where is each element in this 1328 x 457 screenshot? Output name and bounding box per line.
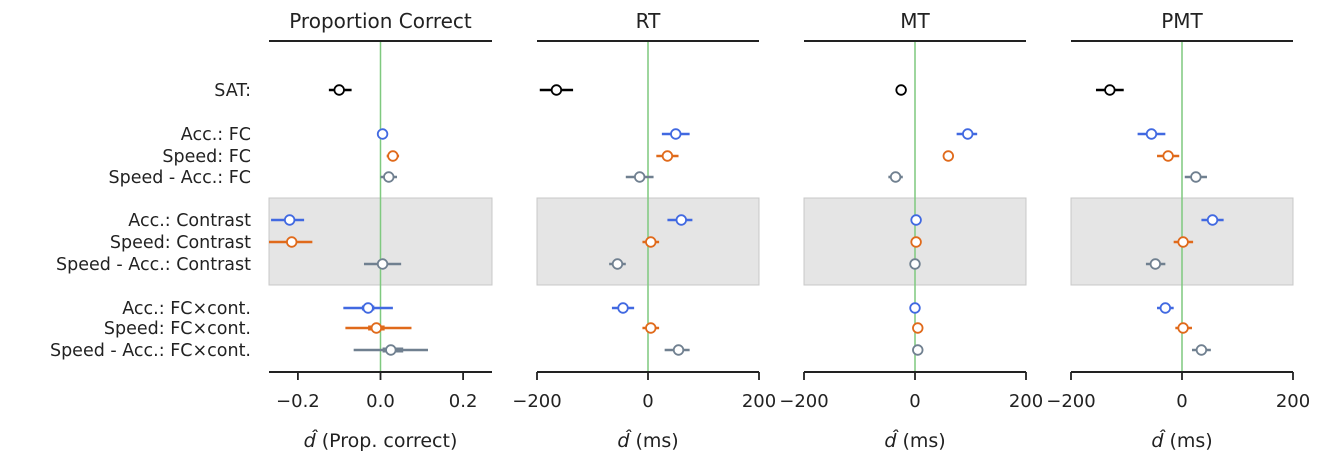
row-label: Acc.: FC×cont. (122, 299, 251, 319)
panel-title: PMT (1161, 9, 1203, 33)
estimate-point (283, 214, 296, 226)
panel: Proportion Correct −0.2 0.0 0.2 d̂ (Prop. co… (268, 9, 493, 452)
estimate-point (385, 344, 397, 356)
estimate-point (912, 344, 924, 356)
row-label: Acc.: FC (181, 125, 251, 145)
estimate-point (909, 258, 921, 270)
estimate-point (333, 84, 345, 96)
estimate-point (1104, 84, 1116, 96)
estimate-point (1190, 171, 1202, 183)
panel: PMT −200 0 200 d̂ (ms) (1046, 9, 1310, 452)
estimate-point (672, 344, 685, 356)
x-tick-label: 0.2 (449, 391, 478, 412)
estimate-point (910, 214, 922, 226)
estimate-point (1162, 150, 1174, 162)
estimate-point (910, 236, 922, 248)
x-axis-label-symbol: d̂ (884, 430, 899, 452)
estimate-point (645, 236, 657, 248)
estimate-point (1145, 128, 1158, 140)
x-axis-label-unit: (Prop. correct) (322, 430, 458, 452)
panel: RT −200 0 200 d̂ (ms) (512, 9, 776, 452)
estimate-point (376, 258, 389, 270)
estimate-point (550, 84, 563, 96)
row-label: Speed: FC×cont. (104, 319, 251, 339)
estimate-point (912, 322, 924, 334)
x-tick-label: 200 (742, 391, 776, 412)
x-axis-label: d̂ (Prop. correct) (304, 430, 458, 452)
panel-title: MT (900, 9, 930, 33)
x-tick-label: −0.2 (276, 391, 320, 412)
x-axis-label-unit: (ms) (902, 430, 945, 452)
x-tick-label: 0 (1176, 391, 1187, 412)
panel-title: RT (636, 9, 661, 33)
x-tick-label: 200 (1276, 391, 1310, 412)
x-tick-label: −200 (779, 391, 828, 412)
estimate-point (895, 84, 907, 96)
estimate-point (1149, 258, 1162, 270)
row-label: Acc.: Contrast (128, 211, 251, 231)
estimate-point (387, 150, 399, 162)
panels: Proportion Correct −0.2 0.0 0.2 d̂ (Prop. co… (268, 9, 1310, 452)
estimate-point (645, 322, 657, 334)
estimate-point (362, 302, 374, 314)
row-label: Speed: Contrast (110, 233, 251, 253)
estimate-point (617, 302, 629, 314)
estimate-point (1177, 322, 1189, 334)
row-label: Speed - Acc.: FC (108, 168, 251, 188)
estimate-point (942, 150, 955, 162)
x-tick-label: 0 (909, 391, 920, 412)
x-axis-label-symbol: d̂ (1151, 430, 1166, 452)
estimate-point (633, 171, 646, 183)
estimate-point (370, 322, 383, 334)
estimate-point (383, 171, 395, 183)
x-axis-label-unit: (ms) (1169, 430, 1212, 452)
estimate-point (962, 128, 974, 140)
estimate-point (1159, 302, 1172, 314)
x-tick-label: 200 (1009, 391, 1043, 412)
estimate-point (611, 258, 624, 270)
estimate-point (909, 302, 921, 314)
estimate-point (1195, 344, 1208, 356)
x-tick-label: 0.0 (366, 391, 395, 412)
x-axis-label-unit: (ms) (635, 430, 678, 452)
x-axis-label-symbol: d̂ (617, 430, 632, 452)
x-axis-label-symbol: d̂ (304, 430, 319, 452)
estimate-point (376, 128, 389, 140)
estimate-point (675, 214, 688, 226)
estimate-point (1206, 214, 1219, 226)
estimate-point (670, 128, 682, 140)
x-axis-label: d̂ (ms) (617, 430, 678, 452)
estimate-point (286, 236, 298, 248)
x-tick-label: 0 (642, 391, 653, 412)
estimate-point (1177, 236, 1189, 248)
panel: MT −200 0 200 d̂ (ms) (779, 9, 1043, 452)
x-tick-label: −200 (1046, 391, 1095, 412)
panel-title: Proportion Correct (289, 9, 472, 33)
row-label: SAT: (214, 81, 251, 101)
row-label: Speed - Acc.: FC×cont. (50, 341, 251, 361)
row-label: Speed: FC (162, 147, 251, 167)
estimate-point (889, 171, 902, 183)
x-tick-label: −200 (512, 391, 561, 412)
x-axis-label: d̂ (ms) (1151, 430, 1212, 452)
x-axis-label: d̂ (ms) (884, 430, 945, 452)
row-label: Speed - Acc.: Contrast (56, 255, 251, 275)
estimate-point (661, 150, 674, 162)
